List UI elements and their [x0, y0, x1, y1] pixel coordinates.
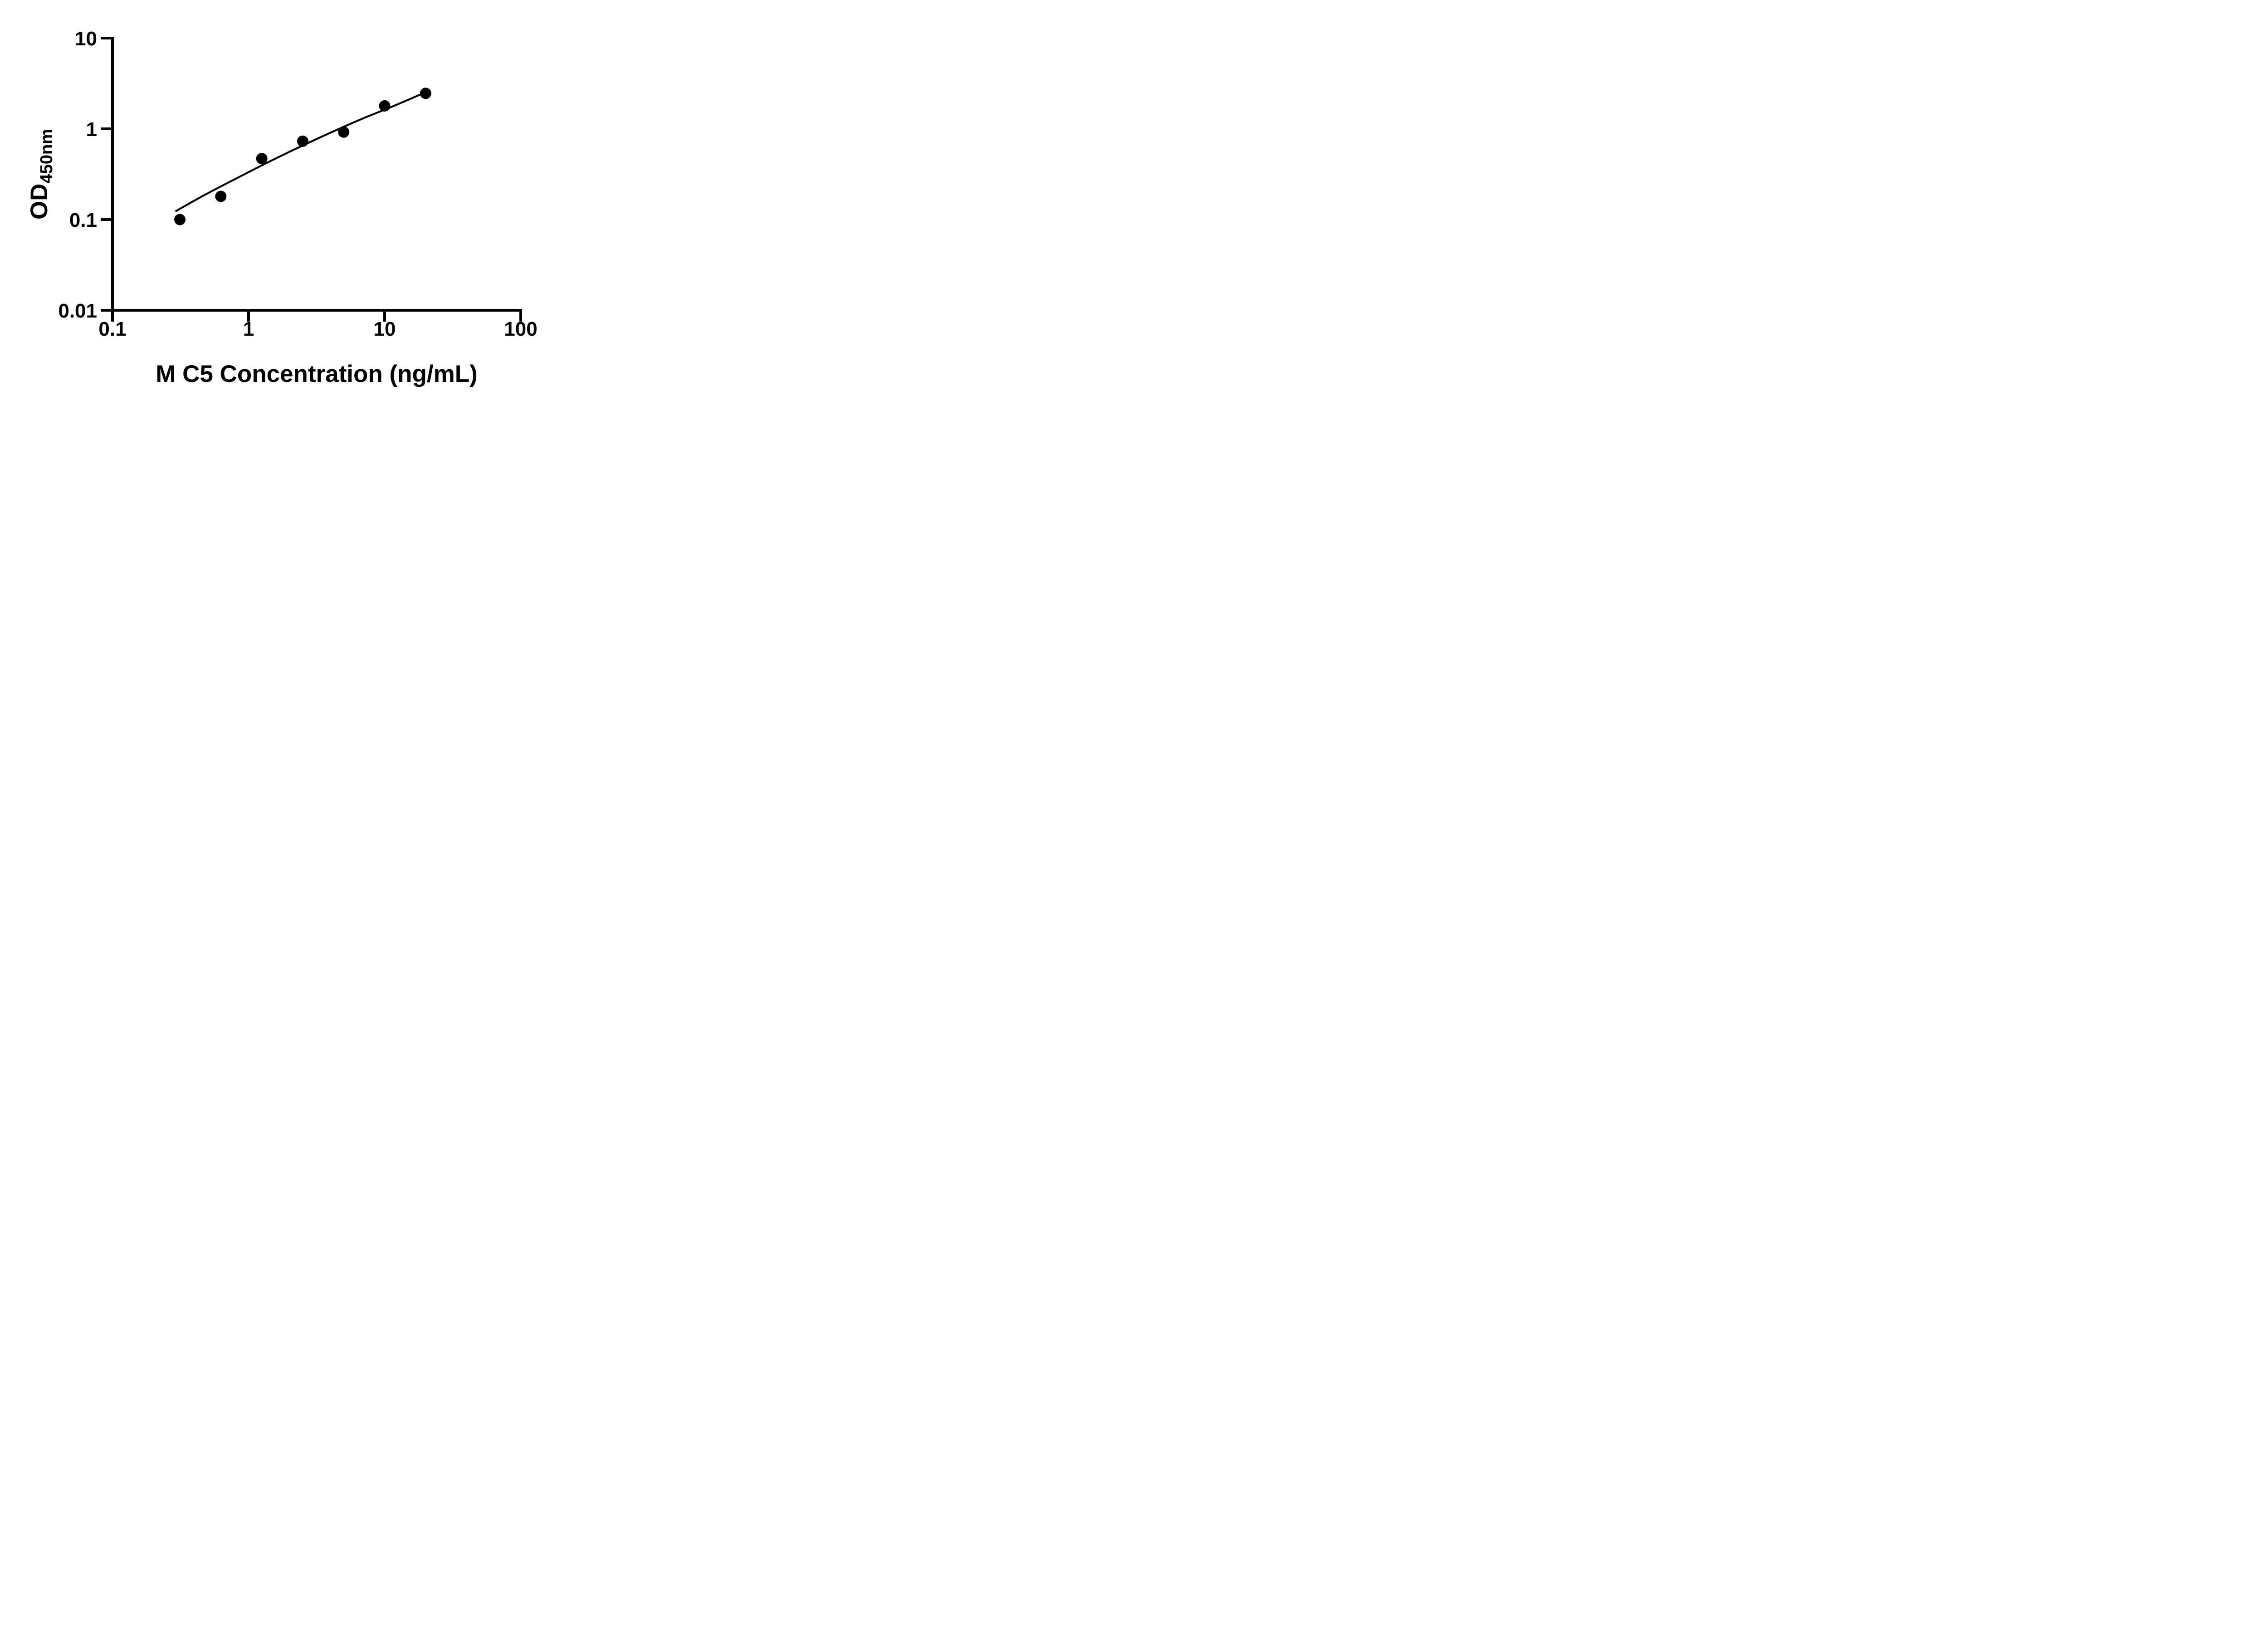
- x-tick-label: 1: [243, 318, 254, 340]
- x-tick-label: 10: [374, 318, 396, 340]
- y-tick-label: 10: [75, 28, 97, 50]
- data-point: [174, 214, 186, 225]
- data-point: [338, 126, 350, 138]
- data-point: [420, 88, 431, 99]
- x-tick-label: 100: [504, 318, 537, 340]
- fit-curve-line: [175, 93, 420, 212]
- y-tick-label: 1: [86, 118, 97, 141]
- y-tick-label: 0.01: [58, 300, 97, 322]
- y-axis-title-main: OD: [26, 183, 53, 220]
- elisa-standard-curve-figure: 0.1 1 10 100 10 1 0.1 0.01 M C5 Concentration (…: [0, 0, 583, 408]
- data-point: [215, 191, 227, 202]
- data-point: [379, 100, 391, 112]
- data-point: [297, 135, 308, 147]
- data-point: [256, 153, 268, 165]
- y-axis-title: OD450nm: [26, 129, 56, 220]
- x-tick-label: 0.1: [98, 318, 126, 340]
- x-axis-title: M C5 Concentration (ng/mL): [156, 361, 478, 387]
- y-axis-title-subscript: 450nm: [37, 129, 56, 183]
- y-tick-label: 0.1: [69, 209, 97, 231]
